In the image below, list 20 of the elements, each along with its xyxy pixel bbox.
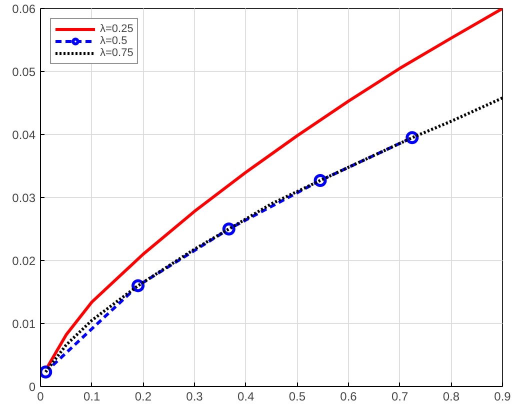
- x-tick-label: 0.7: [391, 390, 408, 404]
- x-tick-label: 0.6: [340, 390, 358, 404]
- y-tick-label: 0.02: [12, 254, 36, 268]
- y-tick-label: 0.05: [12, 65, 36, 79]
- x-tick-label: 0.3: [186, 390, 204, 404]
- x-tick-label: 0.1: [83, 390, 100, 404]
- legend-label: λ=0.5: [100, 35, 128, 47]
- y-tick-label: 0.01: [12, 317, 36, 331]
- legend-label: λ=0.25: [100, 23, 134, 35]
- y-tick-label: 0.06: [12, 2, 36, 16]
- x-tick-label: 0.2: [134, 390, 152, 404]
- y-tick-label: 0.03: [12, 191, 36, 205]
- x-tick-label: 0.8: [442, 390, 460, 404]
- x-tick-label: 0: [37, 390, 44, 404]
- x-tick-label: 0.9: [494, 390, 512, 404]
- x-tick-label: 0.5: [288, 390, 306, 404]
- x-tick-label: 0.4: [237, 390, 254, 404]
- legend-label: λ=0.75: [100, 47, 134, 59]
- y-tick-label: 0: [28, 380, 36, 394]
- y-tick-label: 0.04: [12, 128, 36, 142]
